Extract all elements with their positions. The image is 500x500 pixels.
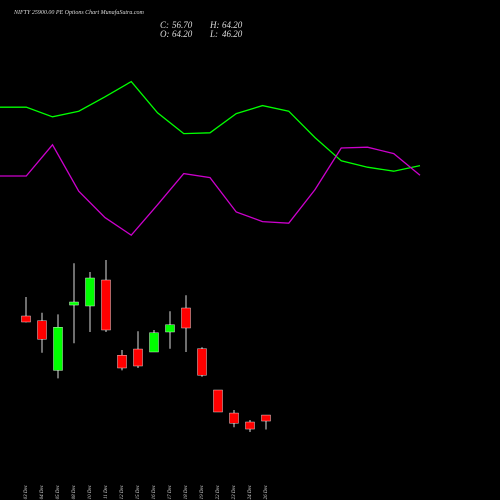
candle-body [117,355,127,369]
summary-value: 64.20 [222,20,243,30]
candle-body [213,389,223,413]
summary-label: O: [160,29,170,39]
summary-label: H: [209,20,220,30]
x-tick-label: 11 Dec [104,484,109,499]
x-tick-label: 22 Dec [216,484,221,499]
candle-body [133,348,143,367]
x-tick-label: 24 Dec [248,484,253,499]
summary-label: C: [160,20,169,30]
x-tick-label: 08 Dec [72,484,77,499]
candle-body [181,307,191,329]
indicator-line [0,143,421,237]
candle-body [53,327,63,371]
x-tick-label: 23 Dec [232,484,237,499]
chart-title: NIFTY 25900.00 PE Options Chart MunafaSu… [13,9,145,16]
candle-body [37,320,47,340]
x-tick-label: 16 Dec [152,484,157,499]
x-tick-label: 18 Dec [184,484,189,499]
x-tick-label: 04 Dec [40,484,45,499]
x-tick-label: 05 Dec [56,484,61,499]
indicator-line [0,80,421,172]
x-tick-label: 17 Dec [168,484,173,499]
candle-body [149,332,159,353]
x-tick-label: 26 Dec [264,484,269,499]
summary-label: L: [209,29,218,39]
candle-body [197,348,207,376]
summary-value: 46.20 [222,29,243,39]
summary-value: 56.70 [172,20,193,30]
candle-body [21,315,31,323]
candle-body [101,279,111,331]
x-tick-label: 15 Dec [136,484,141,499]
candle-body [165,324,175,333]
candle-body [69,301,79,306]
candle-body [85,277,95,307]
x-tick-label: 10 Dec [88,484,93,499]
x-tick-label: 12 Dec [120,484,125,499]
summary-value: 64.20 [172,29,193,39]
candle-body [245,421,255,430]
candle-body [229,412,239,424]
candle-body [261,414,271,422]
x-tick-label: 03 Dec [24,484,29,499]
x-tick-label: 19 Dec [200,484,205,499]
